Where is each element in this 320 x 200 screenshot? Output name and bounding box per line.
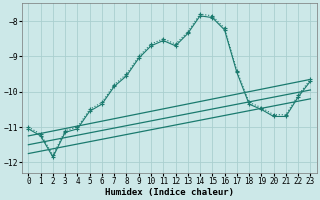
X-axis label: Humidex (Indice chaleur): Humidex (Indice chaleur)	[105, 188, 234, 197]
